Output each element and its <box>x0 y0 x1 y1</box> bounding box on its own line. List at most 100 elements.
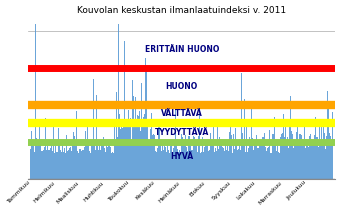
Bar <box>161 151 162 179</box>
Bar <box>262 137 263 179</box>
Bar <box>96 152 97 179</box>
Bar <box>119 114 120 179</box>
Bar <box>244 99 245 179</box>
Bar <box>198 136 199 179</box>
Bar <box>104 148 105 179</box>
Bar <box>253 150 254 179</box>
Bar <box>41 151 42 179</box>
Bar <box>222 147 223 179</box>
Bar <box>293 148 294 179</box>
Bar <box>268 147 269 179</box>
Bar <box>80 149 81 179</box>
Bar <box>217 151 218 179</box>
Bar <box>265 147 266 179</box>
Bar <box>225 143 226 179</box>
Bar <box>236 139 237 179</box>
Bar <box>311 139 312 179</box>
Bar <box>278 152 279 179</box>
Bar <box>98 150 99 179</box>
Bar <box>109 146 110 179</box>
Bar <box>115 143 116 179</box>
Bar <box>303 146 305 179</box>
Bar <box>282 133 283 179</box>
Bar <box>294 139 295 179</box>
Bar <box>101 150 102 179</box>
Bar <box>180 152 181 179</box>
Bar <box>276 151 277 179</box>
Bar <box>69 147 70 179</box>
Bar <box>172 153 173 179</box>
Bar <box>310 134 311 179</box>
Bar <box>257 148 258 179</box>
Bar <box>125 120 126 179</box>
Bar <box>102 145 103 179</box>
Bar <box>55 146 56 179</box>
Bar <box>189 135 190 179</box>
Bar <box>93 78 94 179</box>
Bar <box>327 91 328 179</box>
Bar <box>308 147 309 179</box>
Bar <box>152 135 153 179</box>
Bar <box>30 149 31 179</box>
Bar <box>46 150 47 179</box>
Bar <box>239 139 240 179</box>
Bar <box>274 117 275 179</box>
Bar <box>325 149 326 179</box>
Bar <box>70 147 71 179</box>
Bar <box>211 145 212 179</box>
Bar <box>73 132 74 179</box>
Bar <box>59 141 60 179</box>
Bar <box>245 152 246 179</box>
Bar <box>94 145 95 179</box>
Bar <box>63 152 64 179</box>
Bar <box>149 141 150 179</box>
Bar <box>267 148 268 179</box>
Bar <box>44 147 45 179</box>
Bar <box>118 24 119 179</box>
Bar <box>71 151 72 179</box>
Bar <box>224 151 225 179</box>
Bar <box>235 128 236 179</box>
Text: HUONO: HUONO <box>166 82 198 91</box>
Bar <box>266 151 267 179</box>
Bar <box>219 137 220 179</box>
Bar <box>273 134 274 179</box>
Bar <box>154 135 155 179</box>
Bar <box>320 140 321 179</box>
Bar <box>143 117 144 179</box>
Bar <box>306 139 307 179</box>
Bar <box>197 143 198 179</box>
Bar <box>75 146 76 179</box>
Bar <box>301 135 302 179</box>
Bar <box>297 125 298 179</box>
Bar <box>47 146 48 179</box>
Bar <box>296 133 297 179</box>
Bar <box>100 150 101 179</box>
Bar <box>205 144 206 179</box>
Bar <box>238 149 239 179</box>
Bar <box>215 147 216 179</box>
Bar <box>40 140 41 179</box>
Bar <box>200 153 201 179</box>
Bar <box>326 136 327 179</box>
Bar <box>237 150 238 179</box>
Bar <box>229 132 230 179</box>
Bar <box>156 152 157 179</box>
Bar <box>79 149 80 179</box>
Bar <box>136 126 137 179</box>
Bar <box>216 151 217 179</box>
Bar <box>312 140 313 179</box>
Bar <box>54 153 55 179</box>
Bar <box>270 153 271 179</box>
Bar <box>185 135 186 179</box>
Bar <box>53 148 54 179</box>
Bar <box>132 80 133 179</box>
Bar <box>61 152 62 179</box>
Bar <box>284 139 285 179</box>
Bar <box>272 134 273 179</box>
Bar <box>144 114 145 179</box>
Bar <box>258 148 259 179</box>
Bar <box>76 111 77 179</box>
Bar <box>193 136 194 179</box>
Bar <box>141 83 142 179</box>
